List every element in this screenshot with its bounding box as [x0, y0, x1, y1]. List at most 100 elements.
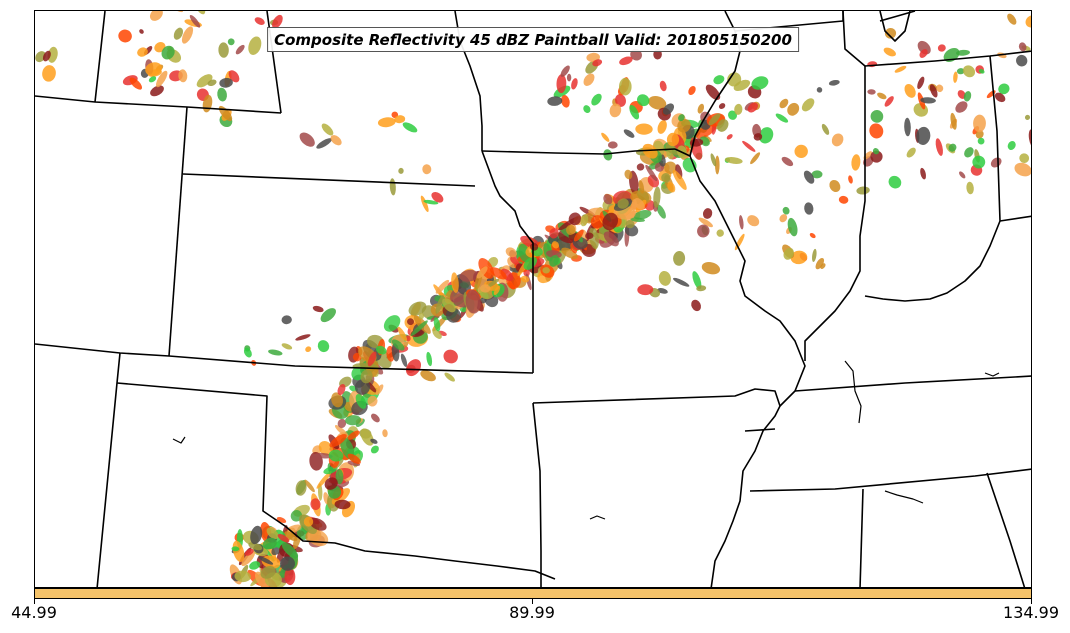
reflectivity-blob: [490, 267, 507, 280]
reflectivity-blob: [758, 127, 774, 144]
reflectivity-blob: [318, 441, 333, 456]
reflectivity-blob: [47, 46, 58, 63]
reflectivity-blob: [281, 542, 299, 559]
reflectivity-blob: [312, 305, 324, 313]
reflectivity-blob: [234, 570, 251, 583]
reflectivity-blob: [549, 255, 559, 267]
reflectivity-blob: [713, 75, 725, 85]
reflectivity-blob: [978, 68, 985, 74]
reflectivity-blob: [383, 315, 401, 332]
reflectivity-blob: [227, 38, 235, 46]
state-border-line: [986, 472, 1026, 587]
reflectivity-blob: [601, 132, 610, 142]
reflectivity-blob: [697, 224, 710, 238]
state-border-line: [481, 150, 534, 373]
reflectivity-blob: [883, 47, 896, 57]
reflectivity-blob: [673, 277, 690, 287]
state-border-line: [35, 343, 534, 374]
reflectivity-blob: [317, 340, 330, 353]
reflectivity-blob: [851, 154, 861, 171]
reflectivity-blob: [571, 78, 578, 90]
colorbar-label-mid: 89.99: [509, 603, 555, 622]
reflectivity-blob: [243, 347, 252, 358]
reflectivity-blob: [953, 71, 958, 83]
reflectivity-blob: [884, 96, 894, 107]
reflectivity-blob: [556, 74, 567, 94]
reflectivity-blob: [728, 110, 737, 120]
reflectivity-blob: [426, 351, 433, 367]
state-border-line: [864, 50, 1031, 67]
reflectivity-blob: [701, 262, 721, 275]
reflectivity-blob: [739, 215, 744, 230]
reflectivity-blob: [821, 123, 830, 135]
reflectivity-blob: [688, 86, 696, 95]
reflectivity-blob: [634, 198, 645, 210]
reflectivity-blob: [546, 250, 562, 259]
reflectivity-blob: [42, 50, 51, 62]
reflectivity-blob: [295, 480, 307, 496]
reflectivity-blob: [894, 65, 907, 73]
reflectivity-blob: [394, 115, 406, 124]
reflectivity-blob: [400, 353, 408, 367]
reflectivity-blob: [642, 143, 658, 159]
reflectivity-blob: [870, 150, 883, 163]
reflectivity-blob: [331, 392, 344, 408]
reflectivity-blob: [118, 29, 132, 43]
reflectivity-blob: [1007, 140, 1016, 151]
state-border-line: [35, 95, 282, 114]
reflectivity-blob: [618, 77, 632, 96]
reflectivity-blob: [1014, 162, 1031, 177]
reflectivity-blob: [779, 98, 789, 109]
colorbar: [34, 588, 1032, 599]
reflectivity-blob: [313, 452, 333, 459]
reflectivity-blob: [950, 112, 957, 130]
reflectivity-blob: [195, 11, 206, 15]
reflectivity-blob: [568, 212, 582, 226]
reflectivity-blob: [219, 77, 233, 88]
reflectivity-blob: [169, 11, 184, 13]
water-outline: [589, 515, 606, 520]
state-border-line: [999, 215, 1031, 222]
reflectivity-blob: [310, 498, 321, 511]
reflectivity-blob: [284, 567, 296, 586]
reflectivity-blob: [734, 103, 743, 115]
reflectivity-blob: [1018, 42, 1027, 52]
reflectivity-blob: [906, 147, 916, 158]
reflectivity-blob: [560, 65, 570, 77]
reflectivity-blob: [459, 269, 479, 282]
reflectivity-blob: [566, 73, 572, 82]
reflectivity-blob: [284, 531, 298, 542]
reflectivity-blob: [181, 26, 194, 44]
state-border-line: [532, 402, 542, 587]
reflectivity-blob: [360, 369, 373, 384]
reflectivity-blob: [867, 89, 876, 95]
reflectivity-blob: [580, 214, 589, 227]
reflectivity-blob: [919, 49, 928, 58]
water-outline: [844, 360, 862, 424]
reflectivity-blob: [733, 79, 751, 91]
reflectivity-blob: [917, 76, 925, 89]
reflectivity-blob: [812, 248, 817, 262]
reflectivity-blob: [345, 415, 362, 426]
reflectivity-blob: [653, 186, 661, 208]
reflectivity-blob: [232, 540, 245, 563]
reflectivity-blob: [629, 104, 640, 120]
reflectivity-blob: [335, 469, 344, 485]
water-outline: [884, 490, 924, 504]
reflectivity-blob: [657, 120, 667, 134]
reflectivity-blob: [916, 126, 931, 145]
water-outline: [984, 372, 1000, 377]
reflectivity-blob: [775, 113, 789, 123]
reflectivity-blob: [710, 153, 717, 167]
reflectivity-blob: [370, 438, 378, 444]
reflectivity-blob: [678, 114, 685, 122]
reflectivity-blob: [869, 123, 884, 139]
reflectivity-blob: [422, 164, 432, 175]
reflectivity-blob: [367, 395, 378, 407]
reflectivity-blob: [856, 186, 870, 195]
reflectivity-blob: [305, 346, 312, 353]
reflectivity-blob: [248, 542, 263, 551]
reflectivity-blob: [801, 98, 815, 112]
reflectivity-map: [35, 11, 1031, 587]
reflectivity-blob: [451, 272, 459, 293]
